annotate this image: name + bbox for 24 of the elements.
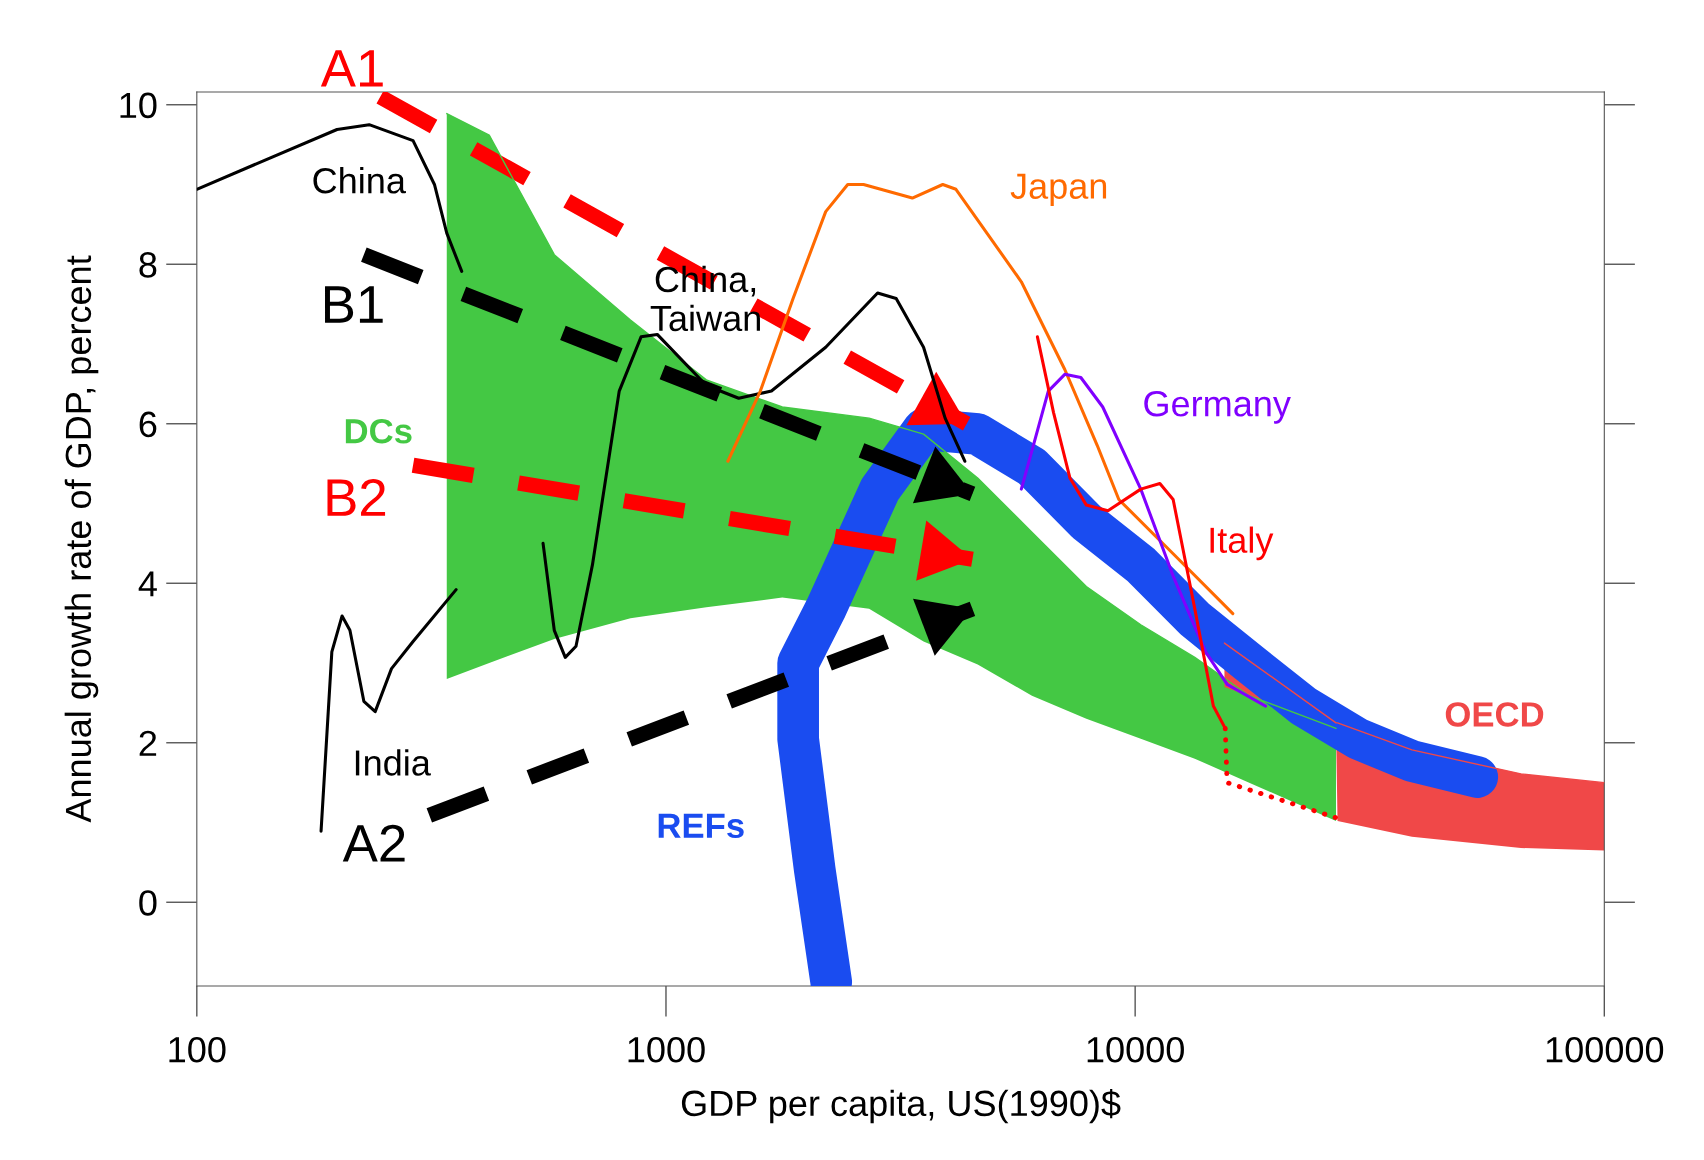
- y-tick-label: 4: [138, 571, 157, 597]
- series-label: B1: [325, 286, 383, 323]
- y-tick-label: 6: [139, 411, 157, 438]
- series-label: Japan: [1010, 173, 1107, 207]
- series-label: A1: [320, 50, 383, 87]
- series-label: India: [355, 749, 431, 776]
- series-label: Italy: [1210, 526, 1274, 561]
- series-label: REFs: [658, 813, 744, 839]
- y-tick-label: 0: [139, 890, 157, 916]
- series-label: Germany: [1144, 390, 1291, 424]
- series-label: China: [313, 167, 406, 194]
- x-tick-label: 10000: [1087, 1036, 1184, 1063]
- x-tick-label: 100000: [1546, 1036, 1664, 1063]
- x-axis-title: GDP per capita, US(1990)$: [681, 1089, 1121, 1124]
- series-label: A2: [342, 824, 405, 862]
- x-tick-label: 100: [169, 1036, 226, 1063]
- y-axis-title: Annual growth rate of GDP, percent: [64, 255, 99, 823]
- y-tick-label: 10: [120, 92, 157, 119]
- series-label: OECD: [1445, 702, 1544, 727]
- y-tick-label: 2: [139, 730, 157, 756]
- text: DCs: [345, 418, 412, 444]
- series-label: B2: [327, 478, 386, 516]
- x-tick-label: 1000: [628, 1036, 705, 1063]
- y-tick-label: 8: [139, 252, 157, 278]
